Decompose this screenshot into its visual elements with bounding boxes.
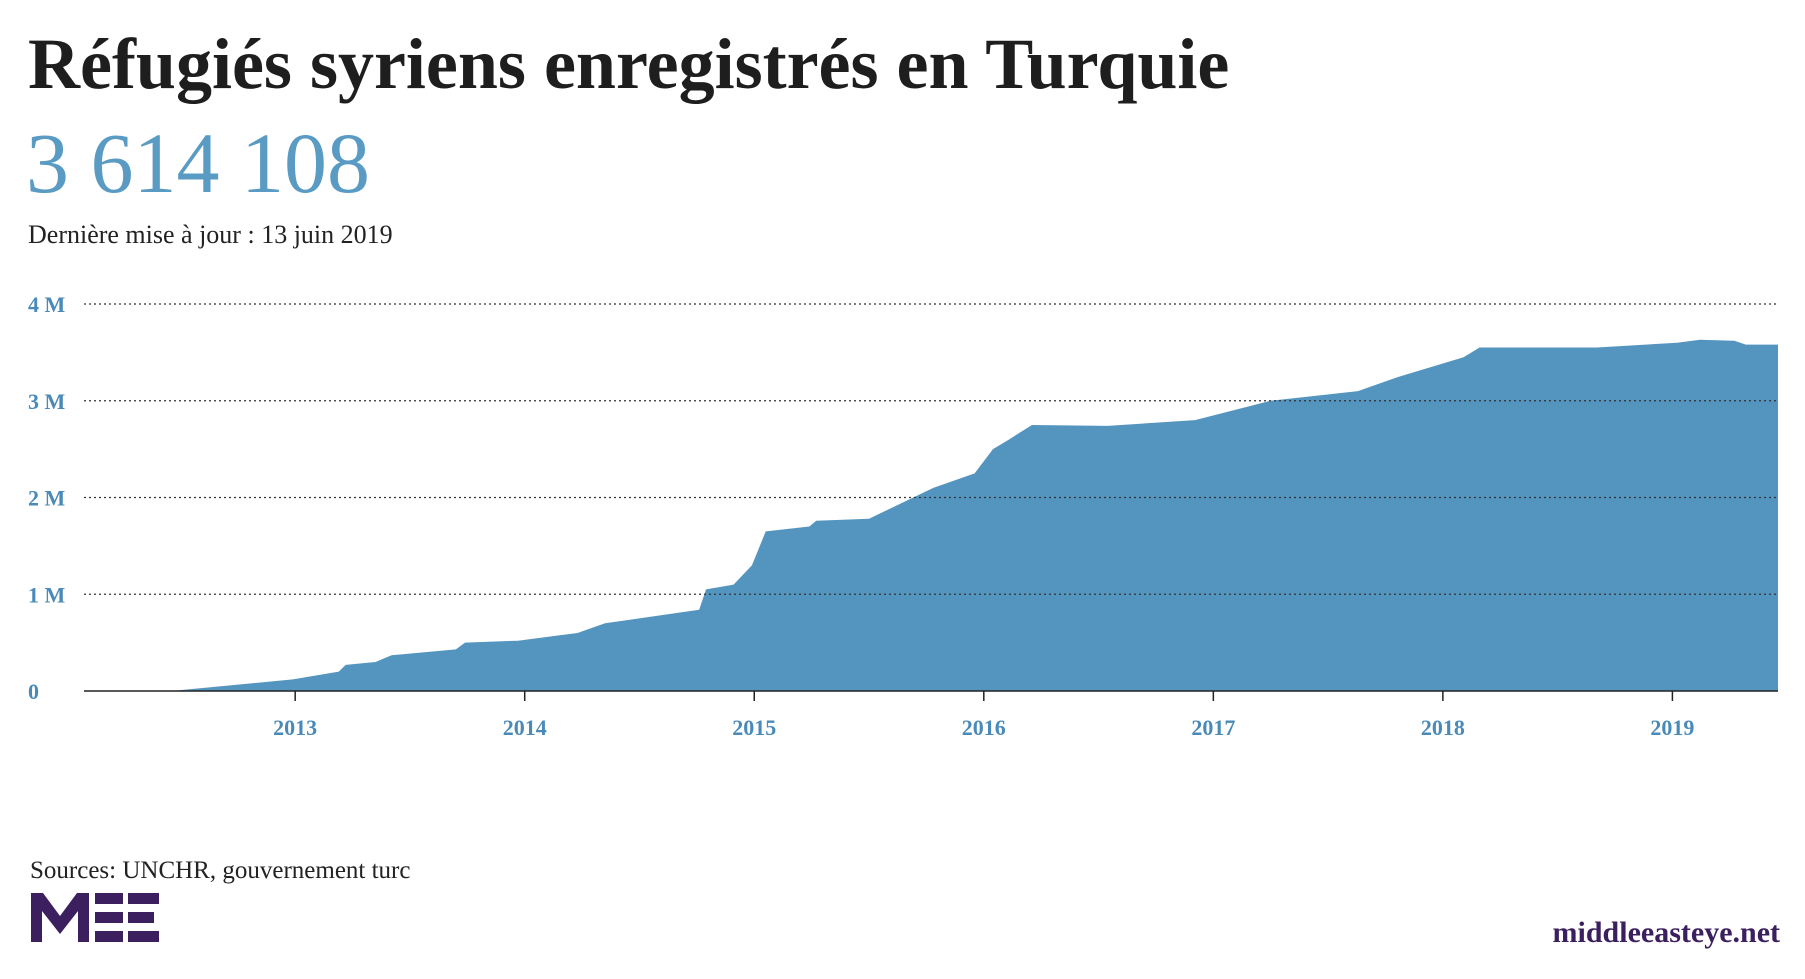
logo bbox=[31, 893, 159, 942]
area bbox=[84, 339, 1778, 691]
x-tick-label: 2016 bbox=[962, 715, 1006, 740]
source: Sources: UNCHR, gouvernement turc bbox=[30, 857, 410, 884]
x-tick-label: 2015 bbox=[732, 715, 776, 740]
x-tick-label: 2014 bbox=[503, 715, 547, 740]
x-tick-label: 2018 bbox=[1421, 715, 1465, 740]
x-tick-label: 2013 bbox=[273, 715, 317, 740]
y-tick-label: 3 M bbox=[28, 389, 66, 414]
y-tick-label: 4 M bbox=[28, 292, 66, 317]
y-tick-label: 1 M bbox=[28, 582, 66, 607]
y-tick-label: 2 M bbox=[28, 486, 66, 511]
chart-title: Réfugiés syriens enregistrés en Turquie bbox=[28, 24, 1229, 104]
subtitle: Dernière mise à jour : 13 juin 2019 bbox=[28, 220, 393, 249]
x-tick-label: 2017 bbox=[1191, 715, 1235, 740]
plot: 0 1 M 2 M 3 M 4 M 2013 2014 2015 2016 2017 2018 201… bbox=[28, 292, 1778, 740]
headline: 3 614 108 bbox=[26, 115, 370, 211]
y-tick-label: 0 bbox=[28, 679, 39, 704]
site: middleeasteye.net bbox=[1553, 916, 1780, 949]
x-tick-label: 2019 bbox=[1650, 715, 1694, 740]
